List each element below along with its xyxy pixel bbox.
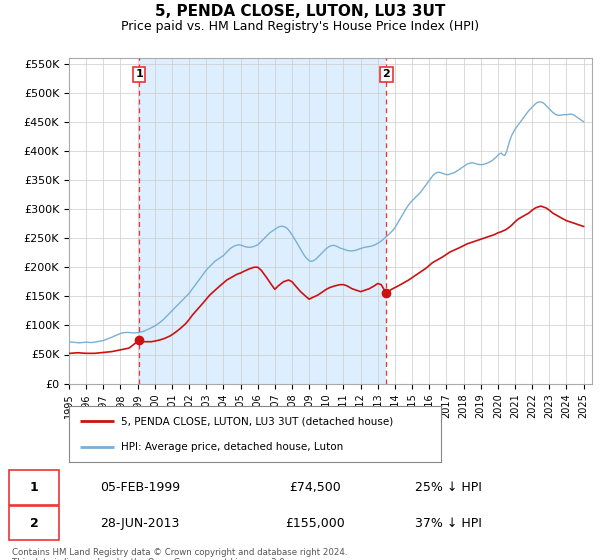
Text: 2: 2 <box>30 516 38 530</box>
Text: 5, PENDA CLOSE, LUTON, LU3 3UT (detached house): 5, PENDA CLOSE, LUTON, LU3 3UT (detached… <box>121 416 394 426</box>
Text: 1: 1 <box>30 481 38 494</box>
Text: £74,500: £74,500 <box>289 481 341 494</box>
Text: 25% ↓ HPI: 25% ↓ HPI <box>415 481 482 494</box>
Text: 5, PENDA CLOSE, LUTON, LU3 3UT: 5, PENDA CLOSE, LUTON, LU3 3UT <box>155 4 445 19</box>
Text: £155,000: £155,000 <box>285 516 344 530</box>
Text: HPI: Average price, detached house, Luton: HPI: Average price, detached house, Luto… <box>121 442 343 452</box>
Text: 28-JUN-2013: 28-JUN-2013 <box>100 516 180 530</box>
Text: 37% ↓ HPI: 37% ↓ HPI <box>415 516 482 530</box>
Bar <box>139 58 386 384</box>
Text: 2: 2 <box>382 69 390 79</box>
FancyBboxPatch shape <box>9 470 59 505</box>
Text: Price paid vs. HM Land Registry's House Price Index (HPI): Price paid vs. HM Land Registry's House … <box>121 20 479 32</box>
FancyBboxPatch shape <box>9 506 59 540</box>
Text: 1: 1 <box>135 69 143 79</box>
Text: Contains HM Land Registry data © Crown copyright and database right 2024.
This d: Contains HM Land Registry data © Crown c… <box>12 548 347 560</box>
Text: 05-FEB-1999: 05-FEB-1999 <box>100 481 180 494</box>
